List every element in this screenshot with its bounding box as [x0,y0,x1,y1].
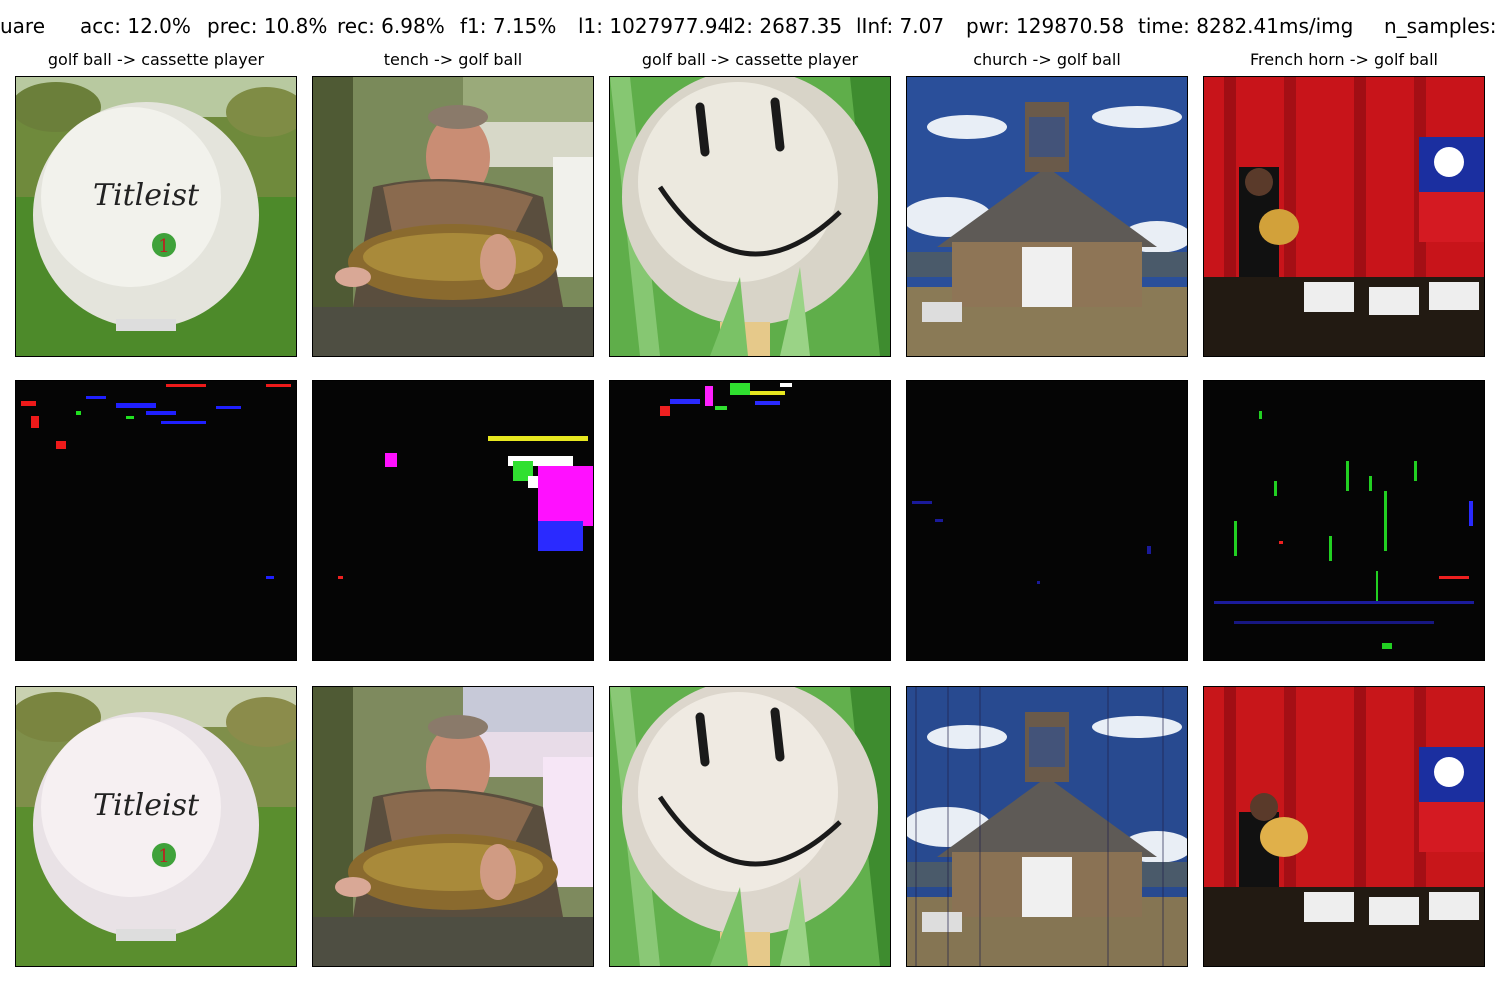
ball-number-text: 1 [158,236,169,257]
metric-acc: acc: 12.0% [80,14,191,38]
perturbation-map-smiley-ball [609,380,891,661]
adversarial-image-smiley-ball [609,686,891,967]
metric-n-samples: n_samples: [1384,14,1497,38]
metrics-header: uare acc: 12.0% prec: 10.8% rec: 6.98% f… [0,14,1500,42]
original-image-golf-ball: Titleist 1 [15,76,297,357]
column-title: church -> golf ball [973,50,1121,69]
original-image-french-horn [1203,76,1485,357]
adversarial-image-fish [312,686,594,967]
metric-f1: f1: 7.15% [460,14,557,38]
metric-time: time: 8282.41ms/img [1138,14,1354,38]
original-image-smiley-ball [609,76,891,357]
column-title: golf ball -> cassette player [641,50,859,69]
original-image-church [906,76,1188,357]
column-title: golf ball -> cassette player [47,50,265,69]
metric-l1: l1: 1027977.94 [578,14,731,38]
perturbation-map-french-horn [1203,380,1485,661]
metric-prec: prec: 10.8% [207,14,328,38]
original-image-fish [312,76,594,357]
adversarial-image-french-horn [1203,686,1485,967]
metric-name: uare [0,14,46,38]
column-title: French horn -> golf ball [1250,50,1438,69]
metric-pwr: pwr: 129870.58 [966,14,1125,38]
adversarial-image-golf-ball: Titleist 1 [15,686,297,967]
metric-rec: rec: 6.98% [337,14,445,38]
perturbation-map-fish [312,380,594,661]
ball-number-text: 1 [158,846,169,867]
perturbation-map-golf-ball [15,380,297,661]
column-title: tench -> golf ball [383,50,523,69]
perturbation-map-church [906,380,1188,661]
adversarial-image-church [906,686,1188,967]
metric-linf: lInf: 7.07 [856,14,945,38]
ball-brand-text: Titleist [93,788,200,823]
ball-brand-text: Titleist [93,178,200,213]
metric-l2: l2: 2687.35 [728,14,843,38]
